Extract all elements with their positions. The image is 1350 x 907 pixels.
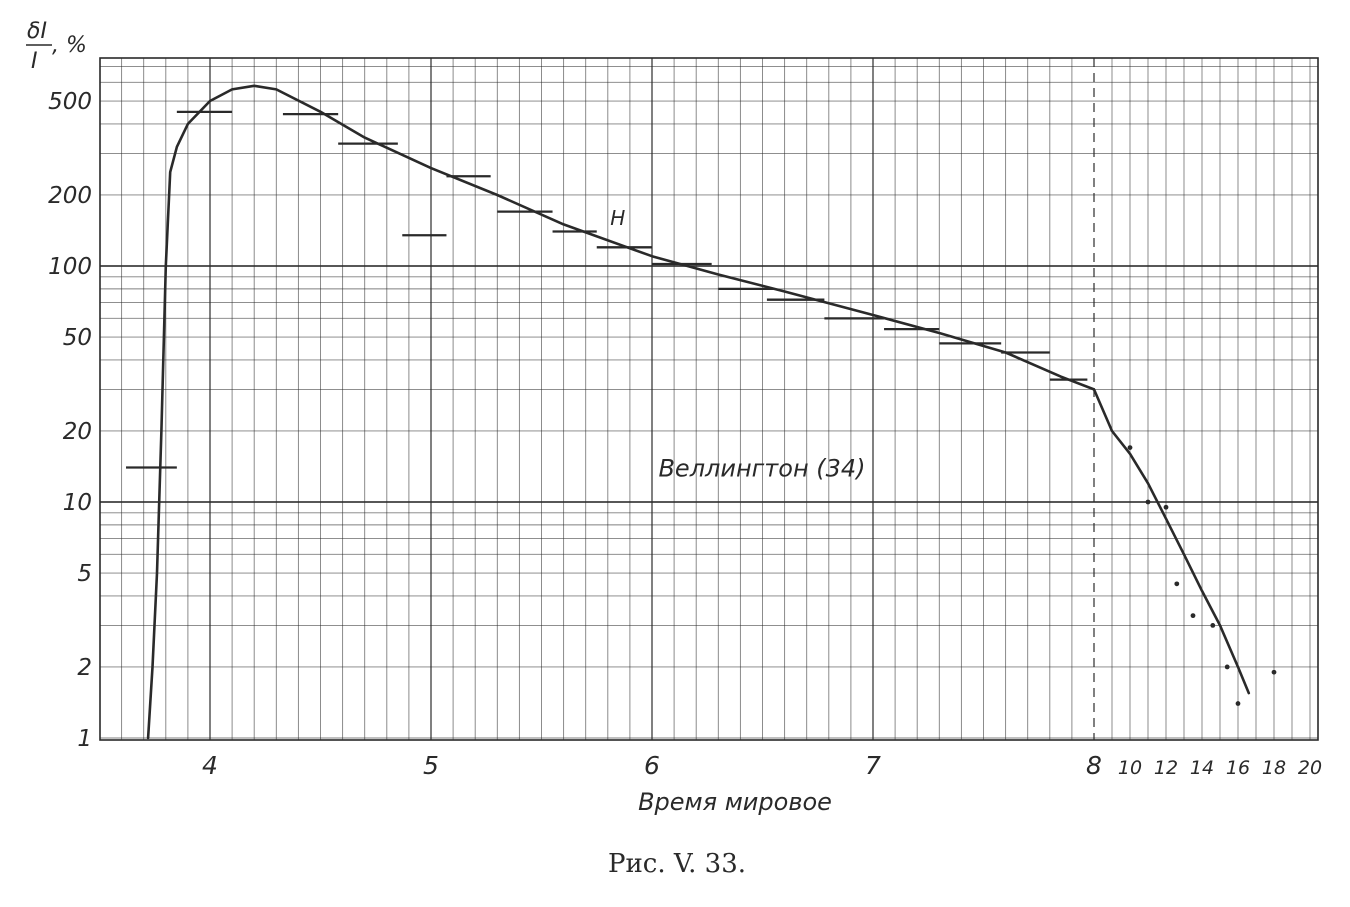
curve-line — [146, 84, 1251, 740]
interval-marks — [126, 110, 1088, 469]
figure-caption: Рис. V. 33. — [608, 849, 746, 879]
y-tick-label: 10 — [63, 490, 92, 516]
plot-frame — [99, 57, 1319, 741]
y-tick-label: 1 — [77, 726, 92, 752]
y-label-numerator: δI — [27, 19, 47, 44]
station-annotation: Веллингтон (34) — [658, 455, 865, 483]
x-tick-label: 7 — [865, 751, 881, 780]
y-tick-label: 50 — [63, 325, 92, 351]
y-tick-label: 2 — [77, 655, 92, 681]
x-tick-label: 4 — [202, 751, 218, 780]
x-tick-label: 6 — [644, 751, 660, 780]
data-point — [1174, 581, 1180, 587]
data-point — [1163, 504, 1169, 510]
x-tick-label: 12 — [1154, 757, 1178, 779]
x-tick-label: 10 — [1118, 757, 1142, 779]
grid-major — [99, 57, 1319, 741]
y-axis-label: δI I , % — [26, 19, 87, 74]
h-annotation: H — [610, 206, 625, 230]
data-point — [1190, 613, 1196, 619]
y-tick-labels: 1 2 5 10 20 50 100 200 500 — [48, 89, 92, 752]
data-point — [1127, 445, 1133, 451]
data-curve — [146, 84, 1251, 740]
data-points — [1127, 445, 1277, 706]
data-point — [1145, 499, 1151, 505]
data-point — [1235, 701, 1241, 706]
data-point — [1210, 622, 1216, 628]
y-tick-label: 20 — [63, 419, 92, 445]
y-tick-label: 200 — [48, 183, 92, 209]
y-tick-label: 5 — [77, 561, 92, 587]
y-tick-label: 100 — [48, 254, 92, 280]
x-tick-label: 20 — [1298, 757, 1322, 779]
grid-minor — [100, 58, 1318, 740]
x-tick-label: 5 — [423, 751, 439, 780]
x-tick-label: 18 — [1262, 757, 1286, 779]
y-label-denominator: I — [31, 49, 38, 74]
x-axis-label: Время мировое — [638, 788, 832, 816]
data-point — [1224, 664, 1230, 670]
x-tick-label: 16 — [1226, 757, 1250, 779]
y-label-unit: , % — [52, 33, 87, 58]
x-tick-label: 14 — [1190, 757, 1214, 779]
x-tick-label: 8 — [1086, 751, 1102, 780]
data-point — [1271, 669, 1277, 675]
y-tick-label: 500 — [48, 89, 92, 115]
x-tick-labels: 4 5 6 7 8 10 12 14 16 18 20 — [202, 751, 1322, 780]
